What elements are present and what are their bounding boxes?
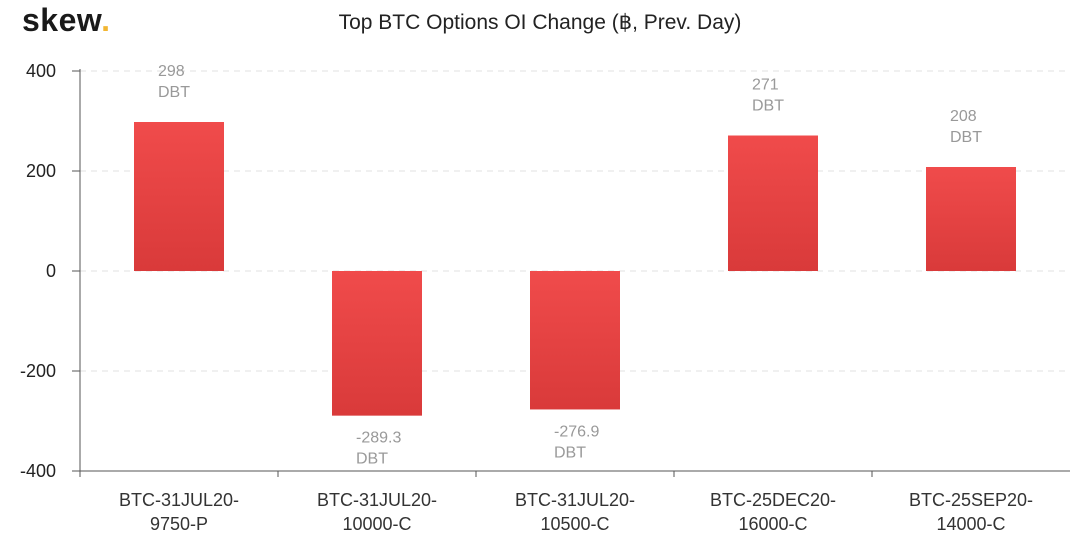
data-label-unit: DBT (752, 98, 784, 115)
x-tick-label: BTC-25SEP20-14000-C (909, 490, 1033, 534)
bar (530, 271, 620, 410)
bar (134, 122, 224, 271)
data-label-value: -289.3 (356, 430, 401, 447)
data-label-unit: DBT (356, 451, 388, 468)
y-tick-label: 0 (46, 261, 56, 281)
bar (728, 135, 818, 271)
bars (134, 122, 1016, 416)
x-tick-label: BTC-25DEC20-16000-C (710, 490, 836, 534)
data-label-value: 208 (950, 108, 977, 125)
data-label-unit: DBT (158, 84, 190, 101)
data-label-unit: DBT (950, 129, 982, 146)
x-tick-label: BTC-31JUL20-9750-P (119, 490, 239, 534)
y-tick-label: 400 (26, 61, 56, 81)
chart-title: Top BTC Options OI Change (฿, Prev. Day) (338, 11, 742, 34)
axes: 400 200 0 -200 -400 (20, 61, 1070, 481)
data-label-value: 271 (752, 77, 779, 94)
x-tick-label: BTC-31JUL20-10500-C (515, 490, 635, 534)
bar (926, 167, 1016, 271)
y-tick-label: 200 (26, 161, 56, 181)
x-tick-label: BTC-31JUL20-10000-C (317, 490, 437, 534)
bar (332, 271, 422, 416)
data-label-value: 298 (158, 63, 185, 80)
brand-logo: skew. (22, 2, 111, 38)
y-tick-label: -400 (20, 461, 56, 481)
labels: BTC-31JUL20-9750-P 298 DBT BTC-31JUL20-1000… (119, 63, 1033, 534)
y-tick-label: -200 (20, 361, 56, 381)
data-label-unit: DBT (554, 444, 586, 461)
data-label-value: -276.9 (554, 423, 599, 440)
